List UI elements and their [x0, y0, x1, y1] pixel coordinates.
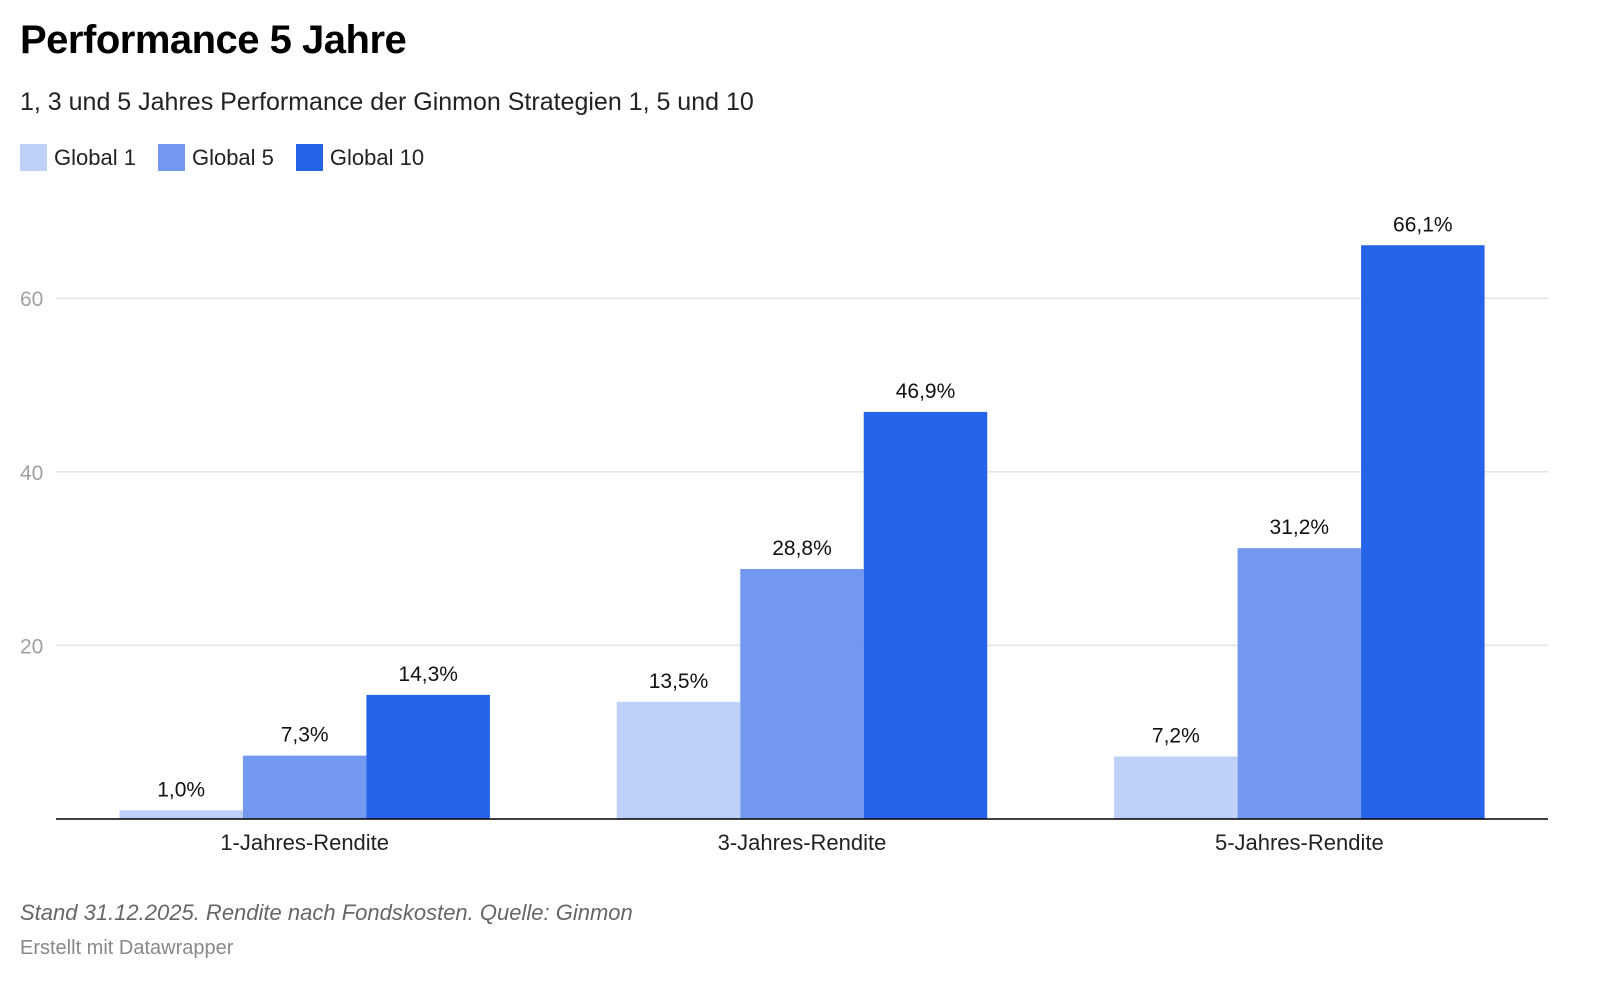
bar-global-10-3 — [1361, 245, 1485, 819]
bar-global-10-1 — [366, 694, 490, 819]
bar-global-5-3 — [1237, 548, 1362, 819]
legend-item-global-5: Global 5 — [157, 144, 274, 171]
x-category-label: 5-Jahres-Rendite — [1215, 830, 1384, 855]
bar-global-5-1 — [242, 755, 367, 819]
bar-value-label: 46,9% — [896, 380, 956, 403]
chart-subtitle: 1, 3 und 5 Jahres Performance der Ginmon… — [20, 88, 754, 116]
legend-swatch-global-10 — [295, 144, 323, 171]
y-tick-label: 60 — [20, 288, 43, 311]
bar-value-label: 7,2% — [1152, 725, 1200, 748]
legend: Global 1 Global 5 Global 10 — [20, 144, 446, 171]
x-category-label: 3-Jahres-Rendite — [718, 830, 887, 855]
y-tick-label: 20 — [20, 635, 43, 658]
bar-value-label: 28,8% — [772, 537, 832, 560]
datawrapper-credit: Erstellt mit Datawrapper — [20, 937, 234, 959]
bar-global-1-3 — [1114, 756, 1238, 819]
legend-swatch-global-1 — [20, 144, 47, 171]
bar-value-label: 66,1% — [1393, 213, 1453, 236]
bar-layer — [119, 245, 1485, 819]
bar-value-label: 31,2% — [1270, 516, 1330, 539]
legend-label-global-5: Global 5 — [191, 144, 274, 170]
chart-title: Performance 5 Jahre — [20, 18, 407, 62]
bar-value-label: 14,3% — [398, 663, 458, 686]
x-category-label: 1-Jahres-Rendite — [220, 830, 389, 855]
legend-label-global-1: Global 1 — [54, 144, 136, 170]
bar-value-label: 7,3% — [281, 724, 329, 747]
legend-item-global-1: Global 1 — [20, 144, 136, 171]
bar-global-5-2 — [740, 569, 864, 819]
legend-item-global-10: Global 10 — [295, 144, 425, 171]
y-tick-label: 40 — [20, 462, 43, 485]
bar-chart: 20 40 60 1,0% 7,3% 14,3% 1-Jahres-Rendite 13,5%… — [20, 213, 1548, 855]
bar-global-1-1 — [119, 810, 243, 819]
label-layer: 20 40 60 1,0% 7,3% 14,3% 1-Jahres-Rendite 13,5%… — [20, 213, 1453, 855]
bar-global-10-2 — [863, 411, 988, 819]
bar-value-label: 13,5% — [649, 670, 709, 693]
legend-swatch-global-5 — [157, 144, 185, 171]
legend-label-global-10: Global 10 — [329, 144, 425, 170]
bar-global-1-2 — [616, 701, 741, 819]
source-note: Stand 31.12.2025. Rendite nach Fondskost… — [20, 900, 633, 925]
bar-value-label: 1,0% — [157, 778, 205, 801]
